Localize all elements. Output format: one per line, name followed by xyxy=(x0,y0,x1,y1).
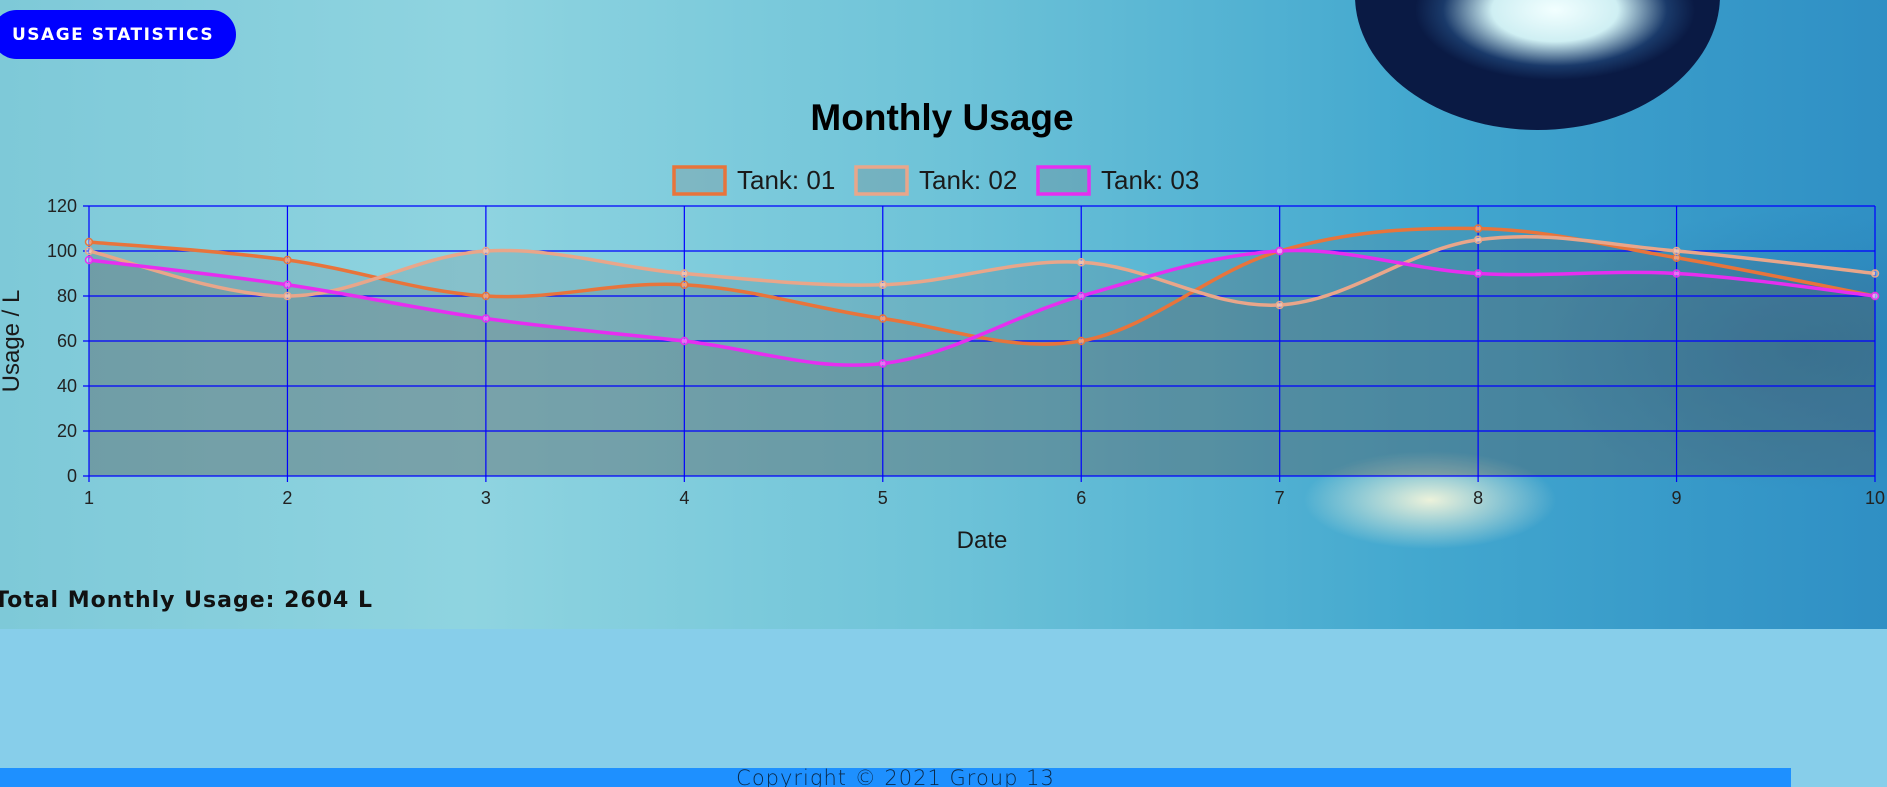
data-point xyxy=(283,280,292,289)
legend-label-2: Tank: 02 xyxy=(919,165,1017,195)
chart-grid xyxy=(83,205,1876,482)
data-point xyxy=(84,246,94,256)
total-monthly-usage: Total Monthly Usage: 2604 L xyxy=(0,588,373,613)
data-point xyxy=(878,314,888,323)
data-point xyxy=(1275,246,1284,256)
hero-background xyxy=(0,0,1887,629)
chart-legend: Tank: 01 Tank: 02 Tank: 03 xyxy=(672,165,1199,196)
y-axis-ticks: 0 20 40 60 80 100 120 xyxy=(47,196,77,486)
data-point xyxy=(1672,269,1681,278)
y-axis-label: Usage / L xyxy=(0,290,25,393)
data-point xyxy=(680,269,689,278)
data-point xyxy=(481,246,491,256)
data-point xyxy=(481,314,491,323)
x-tick-label: 4 xyxy=(679,488,689,508)
series-fill-3 xyxy=(89,250,1875,476)
data-point xyxy=(1870,291,1880,301)
x-axis-label: Date xyxy=(957,527,1008,554)
x-tick-label: 5 xyxy=(878,488,888,508)
data-point xyxy=(1473,224,1483,233)
data-point xyxy=(878,359,888,368)
x-tick-label: 10 xyxy=(1865,488,1885,508)
data-point xyxy=(680,280,689,289)
data-point xyxy=(680,336,689,346)
data-point xyxy=(84,237,94,247)
x-tick-label: 3 xyxy=(481,488,491,508)
series-fills xyxy=(89,228,1875,476)
x-tick-label: 6 xyxy=(1076,488,1086,508)
y-tick-label: 40 xyxy=(57,376,77,396)
legend-swatch-2 xyxy=(854,165,909,196)
data-point xyxy=(283,291,292,301)
legend-swatch-1 xyxy=(672,165,727,196)
series-line-2 xyxy=(88,234,1876,307)
legend-label-3: Tank: 03 xyxy=(1101,165,1199,195)
y-tick-label: 100 xyxy=(47,241,77,261)
data-point xyxy=(1672,246,1681,256)
chart-title: Monthly Usage xyxy=(810,97,1073,138)
data-point xyxy=(1473,269,1483,278)
data-point xyxy=(1076,336,1086,346)
x-tick-label: 2 xyxy=(282,488,292,508)
series-line-3 xyxy=(88,248,1876,367)
data-point xyxy=(878,280,888,289)
x-tick-label: 7 xyxy=(1275,488,1285,508)
monthly-usage-chart: Monthly Usage Tank: 01 Tank: 02 Tank: 03 0… xyxy=(0,97,1885,554)
data-point xyxy=(1076,258,1086,267)
y-tick-label: 80 xyxy=(57,286,77,306)
data-point xyxy=(1473,235,1483,244)
y-tick-label: 60 xyxy=(57,331,77,351)
x-tick-label: 1 xyxy=(84,488,94,508)
data-point xyxy=(84,255,94,265)
data-point xyxy=(1076,291,1086,301)
data-point xyxy=(481,291,491,301)
legend-swatch-3 xyxy=(1036,165,1091,196)
x-tick-label: 9 xyxy=(1672,488,1682,508)
data-point xyxy=(1672,253,1681,262)
data-point xyxy=(283,255,292,265)
usage-statistics-button[interactable]: USAGE STATISTICS xyxy=(0,10,237,59)
footer: Copyright © 2021 Group 13 xyxy=(0,768,1791,787)
series-lines xyxy=(88,226,1876,367)
series-fill-1 xyxy=(89,228,1875,476)
series-points xyxy=(84,224,1880,368)
data-point xyxy=(1275,300,1284,310)
x-tick-label: 8 xyxy=(1473,488,1483,508)
x-axis-ticks: 1 2 3 4 5 6 7 8 9 10 xyxy=(84,488,1885,508)
y-tick-label: 0 xyxy=(67,466,77,486)
legend-label-1: Tank: 01 xyxy=(737,165,835,195)
data-point xyxy=(1870,269,1880,278)
y-tick-label: 20 xyxy=(57,421,77,441)
copyright-text: Copyright © 2021 Group 13 xyxy=(736,768,1055,787)
y-tick-label: 120 xyxy=(47,196,77,216)
